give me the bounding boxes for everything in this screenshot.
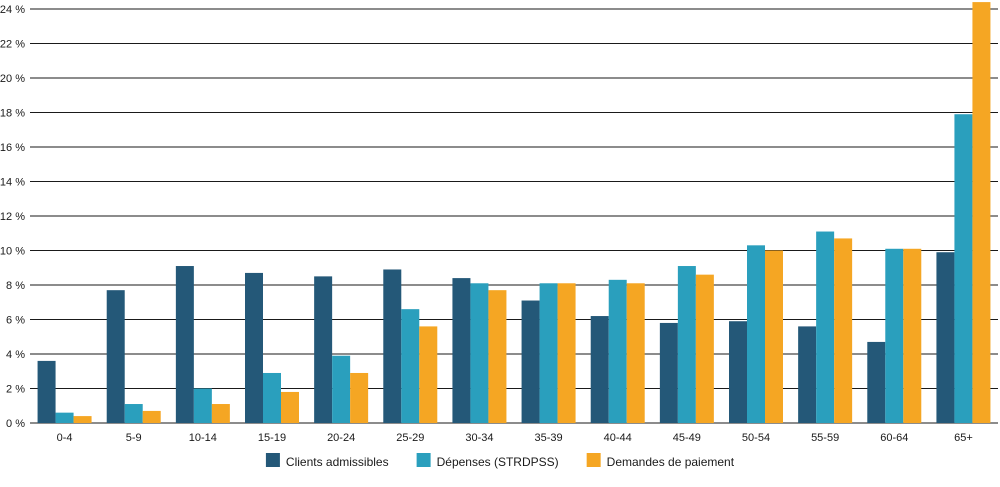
x-tick-label: 25-29 xyxy=(396,432,424,444)
bar-clients-admissibles-40-44 xyxy=(590,316,609,423)
bar-clients-admissibles-55-59 xyxy=(798,326,817,423)
y-tick-label: 14 % xyxy=(0,177,25,189)
legend-item: Demandes de paiement xyxy=(586,453,735,469)
bar-clients-admissibles-0-4 xyxy=(37,360,56,423)
bar-d-penses-strdpss-55-59 xyxy=(816,231,835,423)
legend-swatch xyxy=(586,453,601,467)
bar-d-penses-strdpss-30-34 xyxy=(470,283,489,423)
bar-demandes-de-paiement-5-9 xyxy=(142,410,161,423)
bar-demandes-de-paiement-30-34 xyxy=(488,290,507,423)
bar-clients-admissibles-25-29 xyxy=(383,269,402,423)
legend-label: Demandes de paiement xyxy=(607,455,735,469)
legend-label: Dépenses (STRDPSS) xyxy=(437,455,559,469)
bar-demandes-de-paiement-40-44 xyxy=(626,283,645,423)
x-tick-label: 35-39 xyxy=(535,432,563,444)
bar-demandes-de-paiement-55-59 xyxy=(834,238,853,423)
y-tick-label: 16 % xyxy=(0,142,25,154)
x-tick-label: 50-54 xyxy=(742,432,770,444)
x-tick-label: 30-34 xyxy=(465,432,493,444)
x-tick-label: 65+ xyxy=(954,432,973,444)
bar-clients-admissibles-50-54 xyxy=(729,321,747,423)
bar-demandes-de-paiement-0-4 xyxy=(73,416,92,423)
bar-clients-admissibles-45-49 xyxy=(659,322,678,423)
y-tick-label: 8 % xyxy=(6,280,25,292)
bar-demandes-de-paiement-65+ xyxy=(972,2,991,423)
legend-swatch xyxy=(265,453,280,467)
bar-d-penses-strdpss-5-9 xyxy=(124,404,143,423)
y-tick-label: 22 % xyxy=(0,39,25,51)
bar-d-penses-strdpss-0-4 xyxy=(55,412,74,423)
x-tick-label: 40-44 xyxy=(604,432,632,444)
bar-demandes-de-paiement-60-64 xyxy=(903,248,922,423)
bar-d-penses-strdpss-45-49 xyxy=(677,266,696,423)
y-tick-label: 6 % xyxy=(6,315,25,327)
legend: Clients admissibles Dépenses (STRDPSS) Dem… xyxy=(265,453,735,469)
bar-d-penses-strdpss-50-54 xyxy=(747,245,765,423)
bar-clients-admissibles-20-24 xyxy=(314,276,333,423)
x-tick-label: 20-24 xyxy=(327,432,355,444)
bar-clients-admissibles-10-14 xyxy=(175,266,194,423)
gridlines xyxy=(30,8,998,424)
bar-d-penses-strdpss-15-19 xyxy=(263,372,281,423)
bar-demandes-de-paiement-15-19 xyxy=(281,391,299,423)
bar-clients-admissibles-60-64 xyxy=(867,341,886,423)
y-tick-label: 24 % xyxy=(0,4,25,16)
x-tick-label: 10-14 xyxy=(189,432,217,444)
bar-demandes-de-paiement-45-49 xyxy=(695,274,714,423)
legend-label: Clients admissibles xyxy=(286,455,389,469)
y-tick-label: 0 % xyxy=(6,418,25,430)
x-axis: 0-4 5-9 10-14 15-19 20-24 25-29 30-34 35-39 40-4… xyxy=(57,432,973,444)
legend-swatch xyxy=(416,453,431,467)
bar-clients-admissibles-35-39 xyxy=(521,300,540,423)
y-tick-label: 10 % xyxy=(0,246,25,258)
bar-clients-admissibles-5-9 xyxy=(106,290,125,423)
bar-demandes-de-paiement-35-39 xyxy=(557,283,576,423)
y-axis: 0 % 2 % 4 % 6 % 8 % 10 % 12 % 14 % 16 % 18 % 20 % 2… xyxy=(0,4,25,430)
y-tick-label: 18 % xyxy=(0,108,25,120)
bar-demandes-de-paiement-20-24 xyxy=(350,372,369,423)
bar-d-penses-strdpss-40-44 xyxy=(608,279,627,423)
x-tick-label: 0-4 xyxy=(57,432,73,444)
bar-d-penses-strdpss-60-64 xyxy=(885,248,904,423)
legend-item: Dépenses (STRDPSS) xyxy=(416,453,559,469)
legend-item: Clients admissibles xyxy=(265,453,389,469)
x-tick-label: 15-19 xyxy=(258,432,286,444)
bar-clients-admissibles-15-19 xyxy=(245,272,263,423)
x-tick-label: 60-64 xyxy=(880,432,908,444)
x-tick-label: 55-59 xyxy=(811,432,839,444)
bar-d-penses-strdpss-35-39 xyxy=(539,283,558,423)
x-tick-label: 5-9 xyxy=(126,432,142,444)
bar-d-penses-strdpss-20-24 xyxy=(332,355,351,423)
bar-demandes-de-paiement-10-14 xyxy=(211,404,230,423)
y-tick-label: 12 % xyxy=(0,211,25,223)
y-tick-label: 20 % xyxy=(0,73,25,85)
y-tick-label: 2 % xyxy=(6,384,25,396)
bar-clients-admissibles-30-34 xyxy=(452,278,471,423)
bar-d-penses-strdpss-65+ xyxy=(954,114,973,423)
bars xyxy=(37,2,991,423)
bar-d-penses-strdpss-10-14 xyxy=(193,388,212,423)
bar-demandes-de-paiement-50-54 xyxy=(765,250,783,423)
x-tick-label: 45-49 xyxy=(673,432,701,444)
bar-clients-admissibles-65+ xyxy=(936,252,955,423)
bar-demandes-de-paiement-25-29 xyxy=(419,326,438,423)
bar-d-penses-strdpss-25-29 xyxy=(401,309,420,423)
y-tick-label: 4 % xyxy=(6,349,25,361)
